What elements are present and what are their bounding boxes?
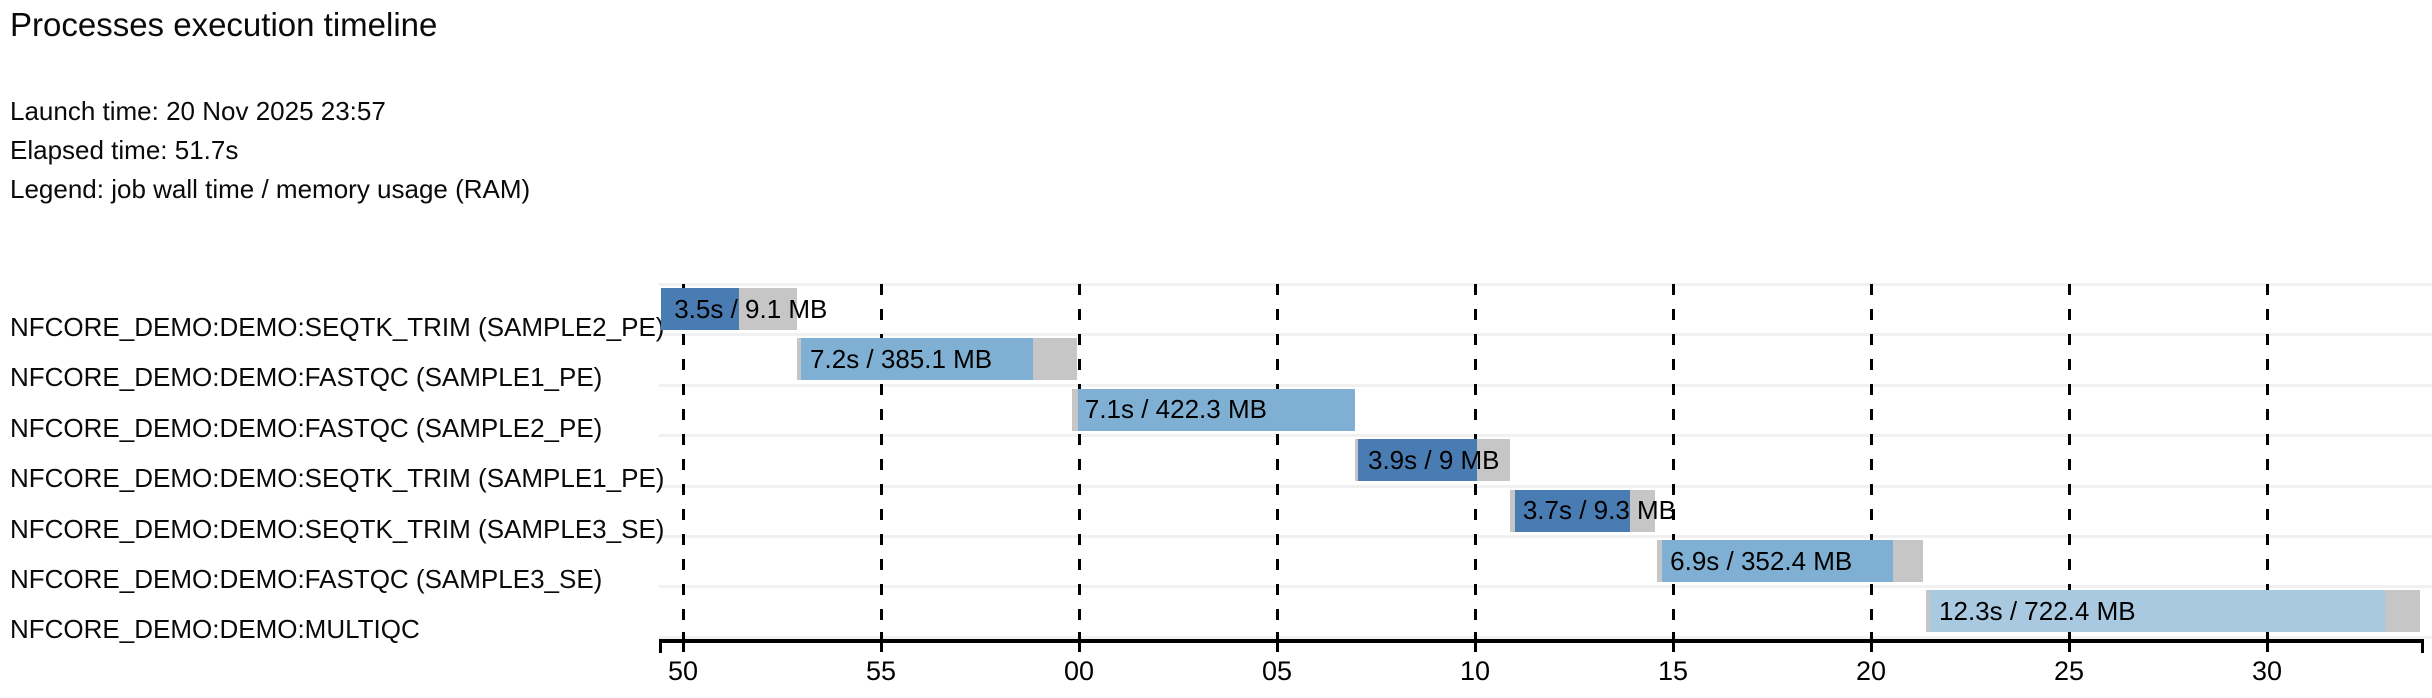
bar-value-label: 12.3s / 722.4 MB bbox=[1939, 595, 2136, 626]
run-time-segment bbox=[1929, 590, 2385, 633]
process-label: NFCORE_DEMO:DEMO:SEQTK_TRIM (SAMPLE2_PE) bbox=[10, 312, 665, 342]
axis-tick-mark bbox=[1077, 632, 1081, 652]
axis-tick-label: 50 bbox=[667, 656, 699, 686]
row-separator-line bbox=[659, 635, 2432, 639]
queue-wait-segment bbox=[1657, 540, 1663, 582]
bar-value-label: 3.7s / 9.3 MB bbox=[1522, 495, 1677, 526]
time-gridline bbox=[1671, 284, 1675, 638]
overhead-segment bbox=[1629, 489, 1655, 532]
page-title: Processes execution timeline bbox=[10, 6, 438, 43]
axis-tick-mark bbox=[1473, 632, 1477, 652]
process-label: NFCORE_DEMO:DEMO:MULTIQC bbox=[10, 614, 420, 645]
time-gridline bbox=[681, 284, 685, 638]
time-gridline bbox=[1869, 284, 1873, 638]
bar-value-label: 6.9s / 352.4 MB bbox=[1670, 545, 1853, 576]
row-separator-line bbox=[659, 434, 2432, 438]
axis-tick-mark bbox=[681, 632, 685, 652]
time-gridline bbox=[1275, 284, 1279, 638]
queue-wait-segment bbox=[1071, 388, 1078, 431]
bar-value-label: 7.1s / 422.3 MB bbox=[1084, 394, 1267, 425]
queue-wait-segment bbox=[1926, 590, 1930, 633]
task-bar: 12.3s / 722.4 MB bbox=[1926, 590, 2420, 633]
axis-tick-label: 05 bbox=[1261, 656, 1293, 686]
process-label: NFCORE_DEMO:DEMO:FASTQC (SAMPLE3_SE) bbox=[10, 564, 603, 594]
axis-tick-label: 30 bbox=[2251, 656, 2283, 686]
run-time-segment bbox=[1358, 439, 1477, 482]
task-bar: 7.1s / 422.3 MB bbox=[1071, 388, 1355, 431]
axis-tick-mark bbox=[1275, 632, 1279, 652]
process-label: NFCORE_DEMO:DEMO:FASTQC (SAMPLE1_PE) bbox=[10, 362, 603, 393]
process-label: NFCORE_DEMO:DEMO:SEQTK_TRIM (SAMPLE1_PE) bbox=[10, 463, 665, 494]
bar-value-label: 3.9s / 9 MB bbox=[1368, 444, 1500, 475]
run-time-segment bbox=[1514, 489, 1630, 532]
axis-tick-label: 20 bbox=[1855, 656, 1887, 686]
task-bar: 3.7s / 9.3 MB bbox=[1509, 489, 1676, 532]
bar-value-label: 7.2s / 385.1 MB bbox=[810, 343, 993, 374]
legend-line: Legend: job wall time / memory usage (RA… bbox=[10, 174, 531, 204]
axis-tick-label: 00 bbox=[1063, 656, 1095, 686]
process-label: NFCORE_DEMO:DEMO:FASTQC (SAMPLE2_PE) bbox=[10, 412, 603, 443]
axis-tick-mark bbox=[1869, 632, 1873, 652]
run-time-segment bbox=[1662, 540, 1894, 582]
time-gridline bbox=[1077, 284, 1081, 638]
row-separator-line bbox=[659, 383, 2432, 387]
queue-wait-segment bbox=[1355, 439, 1359, 482]
task-bar: 3.9s / 9 MB bbox=[1355, 439, 1511, 482]
queue-wait-segment bbox=[797, 338, 801, 381]
axis-tick-label: 25 bbox=[2053, 656, 2085, 686]
axis-end-cap bbox=[2421, 639, 2424, 653]
task-bar: 7.2s / 385.1 MB bbox=[797, 338, 1077, 381]
row-separator-line bbox=[659, 535, 2432, 538]
axis-tick-label: 10 bbox=[1459, 656, 1491, 686]
row-separator-line bbox=[659, 585, 2432, 589]
row-separator-line bbox=[659, 333, 2432, 337]
axis-tick-mark bbox=[879, 632, 883, 652]
bar-value-label: 3.5s / 9.1 MB bbox=[674, 293, 828, 324]
run-time-segment bbox=[1077, 388, 1355, 431]
time-gridline bbox=[2265, 284, 2269, 638]
task-bar: 3.5s / 9.1 MB bbox=[661, 288, 827, 330]
overhead-segment bbox=[1033, 338, 1077, 381]
queue-wait-segment bbox=[1509, 489, 1515, 532]
overhead-segment bbox=[1476, 439, 1511, 482]
time-axis-line bbox=[659, 639, 2424, 643]
time-gridline bbox=[2067, 284, 2071, 638]
axis-tick-label: 55 bbox=[865, 656, 897, 686]
elapsed-time-line: Elapsed time: 51.7s bbox=[10, 135, 239, 165]
overhead-segment bbox=[1893, 540, 1924, 582]
axis-end-cap bbox=[659, 639, 662, 653]
axis-tick-mark bbox=[2067, 632, 2071, 652]
axis-tick-mark bbox=[1671, 632, 1675, 652]
row-separator-line bbox=[659, 283, 2432, 286]
run-time-segment bbox=[801, 338, 1034, 381]
task-bar: 6.9s / 352.4 MB bbox=[1657, 540, 1924, 582]
overhead-segment bbox=[739, 288, 798, 330]
row-separator-line bbox=[659, 484, 2432, 488]
axis-tick-label: 15 bbox=[1657, 656, 1689, 686]
overhead-segment bbox=[2384, 590, 2420, 633]
report-meta: Launch time: 20 Nov 2025 23:57 Elapsed t… bbox=[10, 92, 530, 209]
process-label: NFCORE_DEMO:DEMO:SEQTK_TRIM (SAMPLE3_SE) bbox=[10, 513, 665, 544]
run-time-segment bbox=[661, 288, 740, 330]
time-gridline bbox=[879, 284, 883, 638]
launch-time-line: Launch time: 20 Nov 2025 23:57 bbox=[10, 96, 386, 126]
axis-tick-mark bbox=[2265, 632, 2269, 652]
